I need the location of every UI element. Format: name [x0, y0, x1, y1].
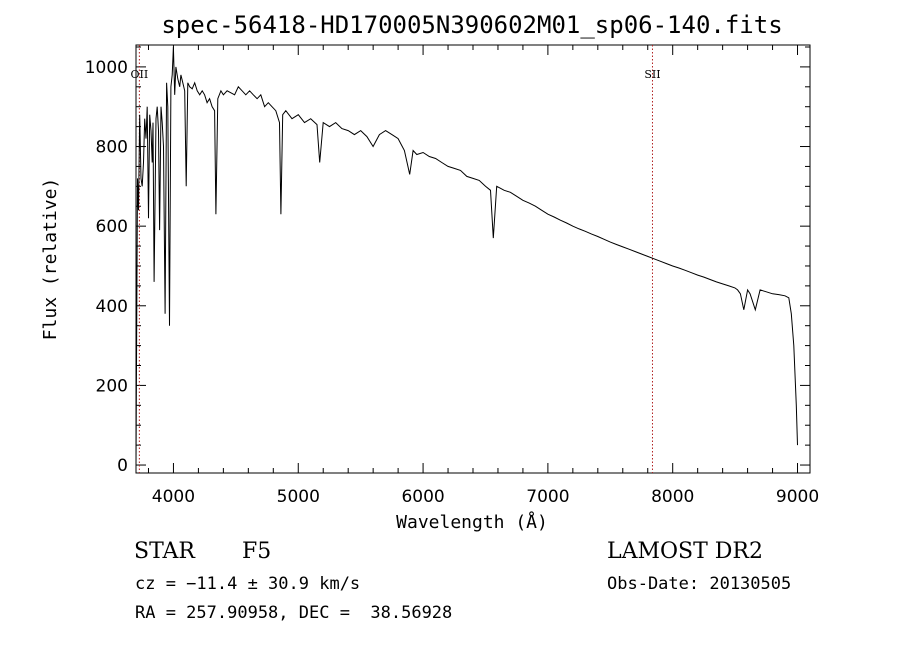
y-tick-label: 400 [96, 297, 128, 317]
y-tick-label: 800 [96, 138, 128, 158]
observation-date: Obs-Date: 20130505 [607, 574, 792, 594]
chart-title: spec-56418-HD170005N390602M01_sp06-140.f… [161, 11, 782, 39]
redshift-readout: cz = −11.4 ± 30.9 km/s [135, 574, 361, 594]
x-tick-label: 6000 [401, 487, 444, 507]
x-tick-label: 9000 [776, 487, 819, 507]
object-class: STAR [134, 539, 195, 564]
spectrum-line [135, 46, 798, 466]
marker-label-oii: OII [131, 68, 149, 81]
survey-name: LAMOST DR2 [607, 539, 763, 564]
plot-frame [135, 44, 811, 474]
marker-label-sii: SII [644, 68, 660, 81]
y-axis-ticks: 0 200 400 600 800 1000 [85, 46, 810, 476]
y-axis-label: Flux (relative) [40, 178, 61, 341]
x-tick-label: 5000 [277, 487, 320, 507]
x-axis-label: Wavelength (Å) [396, 511, 548, 533]
y-tick-label: 1000 [85, 58, 128, 78]
x-tick-label: 7000 [526, 487, 569, 507]
x-tick-label: 4000 [152, 487, 195, 507]
coordinates-readout: RA = 257.90958, DEC = 38.56928 [135, 603, 453, 623]
x-axis-ticks: 4000 5000 6000 7000 8000 9000 [147, 45, 819, 507]
y-tick-label: 0 [117, 456, 128, 476]
object-subclass: F5 [242, 539, 272, 564]
y-tick-label: 200 [96, 376, 128, 396]
y-tick-label: 600 [96, 217, 128, 237]
line-markers: OII SII [131, 45, 661, 473]
x-tick-label: 8000 [651, 487, 694, 507]
